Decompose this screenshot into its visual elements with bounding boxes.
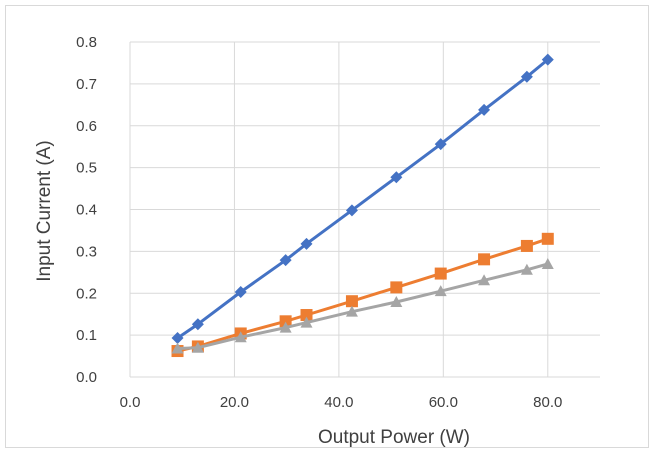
y-tick-label: 0.3 bbox=[76, 243, 97, 260]
data-point bbox=[191, 318, 204, 331]
data-point bbox=[520, 263, 533, 275]
y-tick-label: 0.5 bbox=[76, 160, 97, 177]
data-point bbox=[191, 341, 204, 353]
data-point bbox=[478, 103, 491, 116]
data-point bbox=[478, 253, 491, 266]
data-point bbox=[434, 267, 447, 280]
data-point bbox=[520, 70, 533, 83]
y-tick-labels: 0.0 0.1 0.2 0.3 0.4 0.5 0.6 0.7 0.8 bbox=[76, 34, 97, 386]
data-point bbox=[434, 285, 447, 297]
series-layer bbox=[171, 53, 554, 358]
gridlines bbox=[129, 41, 600, 378]
data-point bbox=[279, 321, 292, 333]
series-3 bbox=[171, 257, 554, 354]
x-tick-label: 0.0 bbox=[120, 394, 141, 411]
data-point bbox=[478, 274, 491, 286]
y-tick-label: 0.6 bbox=[76, 118, 97, 135]
x-tick-label: 60.0 bbox=[429, 394, 458, 411]
y-tick-label: 0.7 bbox=[76, 76, 97, 93]
data-point bbox=[234, 331, 247, 343]
data-point bbox=[279, 315, 292, 328]
data-point bbox=[541, 53, 554, 66]
series-line bbox=[177, 237, 549, 353]
data-point bbox=[300, 237, 313, 250]
data-point bbox=[279, 254, 292, 267]
y-tick-label: 0.0 bbox=[76, 369, 97, 386]
data-point bbox=[300, 316, 313, 328]
data-point bbox=[171, 342, 184, 354]
x-tick-label: 80.0 bbox=[533, 394, 562, 411]
y-tick-label: 0.4 bbox=[76, 202, 97, 219]
y-tick-label: 0.2 bbox=[76, 285, 97, 302]
data-point bbox=[520, 239, 533, 252]
data-point bbox=[234, 285, 247, 298]
data-point bbox=[345, 305, 358, 317]
data-point bbox=[541, 257, 554, 269]
y-axis-title: Input Current (A) bbox=[34, 140, 55, 282]
y-tick-label: 0.8 bbox=[76, 34, 97, 51]
x-tick-label: 40.0 bbox=[324, 394, 353, 411]
data-point bbox=[541, 232, 554, 245]
data-point bbox=[390, 296, 403, 308]
data-point bbox=[345, 295, 358, 308]
data-point bbox=[171, 332, 184, 345]
data-point bbox=[345, 204, 358, 217]
y-tick-label: 0.1 bbox=[76, 327, 97, 344]
data-point bbox=[300, 309, 313, 322]
data-point bbox=[434, 138, 447, 151]
x-tick-labels: 0.0 20.0 40.0 60.0 80.0 bbox=[120, 394, 563, 411]
series-1 bbox=[171, 53, 554, 345]
chart-frame bbox=[5, 5, 649, 448]
data-point bbox=[390, 171, 403, 184]
data-point bbox=[390, 281, 403, 294]
x-axis-title: Output Power (W) bbox=[318, 427, 470, 448]
x-tick-label: 20.0 bbox=[220, 394, 249, 411]
